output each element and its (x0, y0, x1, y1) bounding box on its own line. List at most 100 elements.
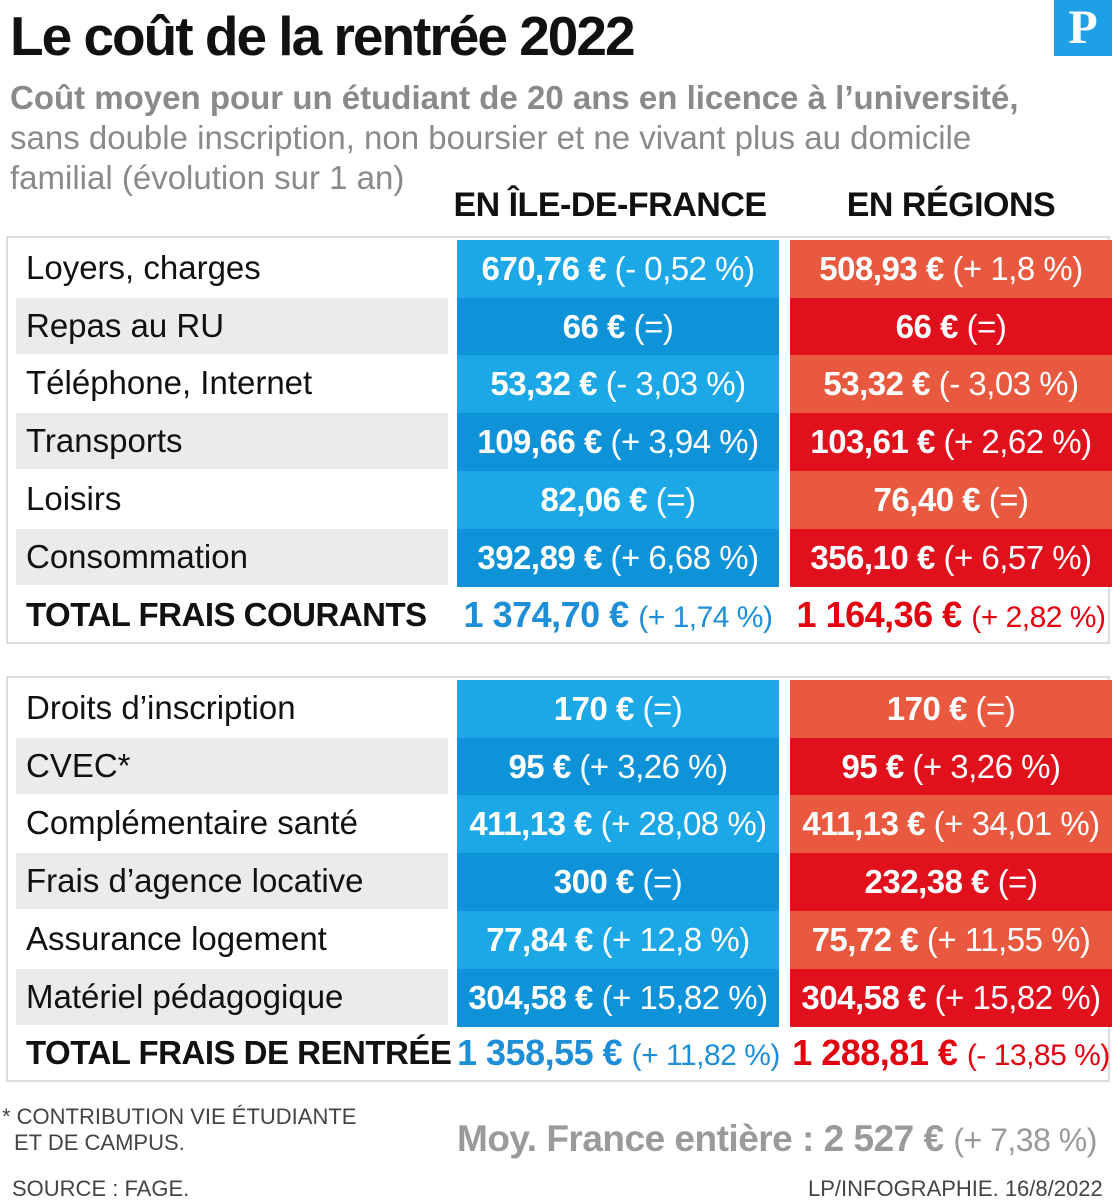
table-row: Droits d’inscription 170 € (=) 170 € (=) (8, 680, 1112, 738)
regions-cell: 95 € (+ 3,26 %) (790, 737, 1112, 796)
idf-cell: 411,13 € (+ 28,08 %) (457, 795, 779, 854)
table-current-costs: Loyers, charges 670,76 € (- 0,52 %) 508,93… (6, 236, 1112, 644)
idf-value: 300 € (553, 863, 635, 901)
regions-pct: (=) (966, 307, 1007, 345)
regions-pct: (- 3,03 %) (938, 365, 1079, 403)
row-label: Complémentaire santé (26, 804, 358, 842)
logo-letter: P (1068, 1, 1098, 54)
row-label: Assurance logement (26, 919, 327, 957)
source: SOURCE : FAGE. (12, 1176, 190, 1201)
column-header-idf: EN ÎLE-DE-FRANCE (453, 186, 767, 224)
france-average-label: Moy. France entière : 2 527 € (457, 1118, 944, 1159)
regions-value: 103,61 € (810, 423, 935, 461)
idf-pct: (- 0,52 %) (614, 250, 755, 287)
total-rentree-regions-pct: (- 13,85 %) (966, 1039, 1110, 1072)
regions-pct: (+ 15,82 %) (934, 978, 1102, 1016)
regions-value: 76,40 € (873, 480, 981, 518)
regions-pct: (+ 2,62 %) (943, 423, 1092, 461)
total-rentree-idf-pct: (+ 11,82 %) (631, 1039, 781, 1072)
row-label: Matériel pédagogique (16, 968, 448, 1025)
regions-value: 75,72 € (811, 920, 919, 958)
idf-value: 82,06 € (540, 480, 648, 518)
regions-value: 356,10 € (810, 538, 935, 576)
idf-cell: 82,06 € (=) (457, 470, 779, 529)
logo: P (1054, 0, 1112, 56)
total-current-regions: 1 164,36 € (+ 2,82 %) (790, 586, 1112, 644)
regions-cell: 232,38 € (=) (790, 853, 1112, 912)
row-label: Transports (16, 413, 448, 470)
regions-value: 53,32 € (823, 365, 931, 403)
idf-value: 304,58 € (468, 978, 593, 1016)
idf-value: 66 € (562, 307, 626, 345)
table-row: Consommation 392,89 € (+ 6,68 %) 356,10 € … (8, 528, 1112, 587)
total-current-idf-value: 1 374,70 € (463, 594, 630, 635)
idf-pct: (=) (633, 307, 674, 345)
idf-value: 109,66 € (477, 423, 602, 461)
total-rentree-row: TOTAL FRAIS DE RENTRÉE 1 358,55 € (+ 11,… (8, 1024, 1110, 1082)
table-row: Repas au RU 66 € (=) 66 € (=) (8, 297, 1112, 356)
regions-cell: 66 € (=) (790, 297, 1112, 356)
total-current-regions-value: 1 164,36 € (796, 594, 963, 635)
table-row: Complémentaire santé 411,13 € (+ 28,08 %)… (8, 795, 1112, 854)
regions-pct: (+ 1,8 %) (952, 250, 1083, 287)
total-current-idf-pct: (+ 1,74 %) (638, 601, 773, 634)
regions-value: 304,58 € (801, 978, 926, 1016)
regions-value: 232,38 € (864, 863, 990, 901)
page-title: Le coût de la rentrée 2022 (10, 5, 636, 67)
subtitle-bold: Coût moyen pour un étudiant de 20 ans en… (10, 79, 1019, 116)
regions-pct: (+ 6,57 %) (943, 538, 1092, 576)
subtitle-line-3: familial (évolution sur 1 an) (10, 159, 405, 196)
total-current-row: TOTAL FRAIS COURANTS 1 374,70 € (+ 1,74 … (8, 586, 1108, 644)
table-row: Matériel pédagogique 304,58 € (+ 15,82 %)… (8, 968, 1112, 1027)
subtitle-line-2: sans double inscription, non boursier et… (10, 119, 972, 156)
regions-cell: 75,72 € (+ 11,55 %) (790, 910, 1112, 969)
table-row: Loisirs 82,06 € (=) 76,40 € (=) (8, 470, 1112, 529)
credit: LP/INFOGRAPHIE. 16/8/2022 (808, 1176, 1103, 1201)
regions-cell: 508,93 € (+ 1,8 %) (790, 240, 1112, 298)
regions-value: 66 € (895, 307, 959, 345)
table-row: CVEC* 95 € (+ 3,26 %) 95 € (+ 3,26 %) (8, 737, 1112, 796)
idf-value: 411,13 € (469, 805, 592, 843)
total-rentree-regions: 1 288,81 € (- 13,85 %) (790, 1024, 1112, 1082)
row-label: Loyers, charges (26, 249, 261, 286)
idf-pct: (=) (642, 863, 683, 901)
total-rentree-regions-value: 1 288,81 € (792, 1032, 958, 1073)
idf-pct: (=) (642, 690, 683, 727)
regions-pct: (+ 11,55 %) (926, 920, 1091, 958)
regions-value: 411,13 € (802, 805, 925, 843)
row-label: Frais d’agence locative (16, 853, 448, 910)
idf-cell: 670,76 € (- 0,52 %) (457, 240, 779, 298)
row-label: CVEC* (16, 737, 448, 794)
row-label: Consommation (16, 528, 448, 585)
regions-cell: 76,40 € (=) (790, 470, 1112, 529)
idf-pct: (+ 6,68 %) (610, 538, 759, 576)
regions-pct: (=) (975, 690, 1016, 727)
idf-value: 670,76 € (481, 250, 606, 287)
row-label: Repas au RU (16, 297, 448, 354)
table-row: Transports 109,66 € (+ 3,94 %) 103,61 € (+… (8, 413, 1112, 472)
regions-value: 508,93 € (819, 250, 944, 287)
idf-cell: 66 € (=) (457, 297, 779, 356)
table-rentree-costs: Droits d’inscription 170 € (=) 170 € (=) CV… (6, 676, 1112, 1082)
total-rentree-idf-value: 1 358,55 € (457, 1032, 623, 1073)
footnote-line-1: * CONTRIBUTION VIE ÉTUDIANTE (2, 1104, 357, 1129)
idf-pct: (+ 3,26 %) (579, 747, 728, 785)
regions-cell: 356,10 € (+ 6,57 %) (790, 528, 1112, 587)
regions-cell: 53,32 € (- 3,03 %) (790, 355, 1112, 414)
total-current-label: TOTAL FRAIS COURANTS (26, 596, 427, 633)
footnote-line-2: ET DE CAMPUS. (14, 1130, 185, 1155)
idf-pct: (+ 28,08 %) (600, 805, 768, 843)
idf-cell: 392,89 € (+ 6,68 %) (457, 528, 779, 587)
idf-pct: (+ 15,82 %) (601, 978, 769, 1016)
regions-cell: 170 € (=) (790, 680, 1112, 738)
idf-cell: 304,58 € (+ 15,82 %) (457, 968, 779, 1027)
idf-pct: (=) (655, 480, 696, 518)
idf-cell: 95 € (+ 3,26 %) (457, 737, 779, 796)
row-label: Loisirs (26, 479, 122, 517)
regions-pct: (+ 34,01 %) (933, 805, 1101, 843)
regions-cell: 304,58 € (+ 15,82 %) (790, 968, 1112, 1027)
column-header-regions: EN RÉGIONS (846, 186, 1056, 224)
idf-cell: 77,84 € (+ 12,8 %) (457, 910, 779, 969)
regions-pct: (=) (997, 863, 1038, 901)
idf-cell: 170 € (=) (457, 680, 779, 738)
